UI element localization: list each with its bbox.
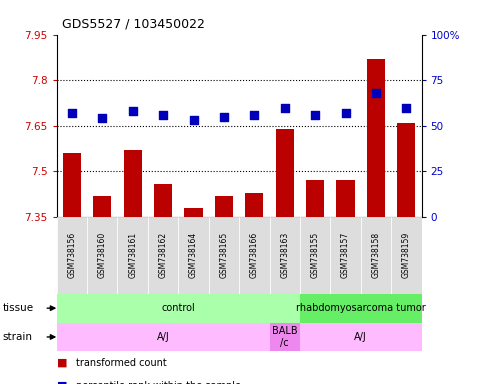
Text: percentile rank within the sample: percentile rank within the sample [76, 381, 242, 384]
Bar [57, 217, 87, 294]
Text: rhabdomyosarcoma tumor: rhabdomyosarcoma tumor [296, 303, 425, 313]
Text: GSM738165: GSM738165 [219, 232, 228, 278]
Bar [57, 294, 300, 323]
Text: GSM738161: GSM738161 [128, 232, 137, 278]
Text: tissue: tissue [2, 303, 34, 313]
Bar [270, 323, 300, 351]
Bar [330, 217, 361, 294]
Bar [184, 208, 203, 217]
Point [129, 108, 137, 114]
Point [189, 117, 197, 123]
Bar [367, 59, 385, 217]
Text: GDS5527 / 103450022: GDS5527 / 103450022 [62, 17, 205, 30]
Text: GSM738166: GSM738166 [250, 232, 259, 278]
Bar [300, 217, 330, 294]
Text: ■: ■ [57, 381, 67, 384]
Bar [63, 153, 81, 217]
Bar [154, 184, 172, 217]
Bar [306, 180, 324, 217]
Text: GSM738156: GSM738156 [68, 232, 76, 278]
Point [402, 104, 410, 111]
Text: A/J: A/J [354, 332, 367, 342]
Text: GSM738155: GSM738155 [311, 232, 319, 278]
Text: GSM738158: GSM738158 [371, 232, 381, 278]
Text: GSM738163: GSM738163 [280, 232, 289, 278]
Bar [245, 193, 263, 217]
Bar [336, 180, 354, 217]
Text: GSM738164: GSM738164 [189, 232, 198, 278]
Text: transformed count: transformed count [76, 358, 167, 368]
Bar [300, 294, 422, 323]
Point [372, 90, 380, 96]
Bar [239, 217, 270, 294]
Text: GSM738157: GSM738157 [341, 232, 350, 278]
Bar [87, 217, 117, 294]
Text: GSM738159: GSM738159 [402, 232, 411, 278]
Text: GSM738160: GSM738160 [98, 232, 107, 278]
Bar [209, 217, 239, 294]
Point [342, 110, 350, 116]
Bar [124, 150, 142, 217]
Bar [361, 217, 391, 294]
Bar [276, 129, 294, 217]
Point [311, 112, 319, 118]
Text: control: control [161, 303, 195, 313]
Point [250, 112, 258, 118]
Bar [57, 323, 270, 351]
Bar [178, 217, 209, 294]
Text: A/J: A/J [157, 332, 170, 342]
Point [68, 110, 76, 116]
Text: strain: strain [2, 332, 33, 342]
Point [220, 114, 228, 120]
Bar [397, 123, 416, 217]
Text: ■: ■ [57, 358, 67, 368]
Text: BALB
/c: BALB /c [272, 326, 297, 348]
Point [281, 104, 288, 111]
Bar [215, 196, 233, 217]
Bar [93, 196, 111, 217]
Point [159, 112, 167, 118]
Text: GSM738162: GSM738162 [159, 232, 168, 278]
Bar [270, 217, 300, 294]
Point [98, 116, 106, 122]
Bar [300, 323, 422, 351]
Bar [148, 217, 178, 294]
Bar [117, 217, 148, 294]
Bar [391, 217, 422, 294]
